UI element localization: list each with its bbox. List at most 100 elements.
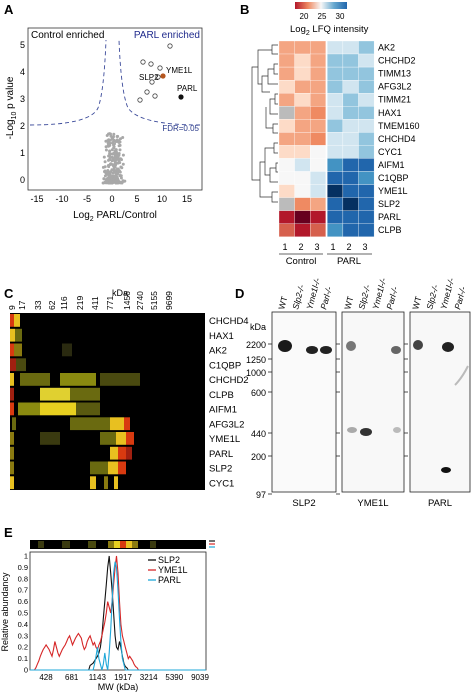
heatmap-protein-label: CHCHD4 — [378, 134, 416, 144]
volcano-dot — [108, 132, 112, 136]
volcano-dot — [106, 181, 110, 185]
heatmap-cell — [342, 119, 359, 133]
panel-a: A Control enriched PARL enriched 543 210… — [4, 2, 203, 223]
heatmap-cell — [294, 119, 311, 133]
complexome-tick: 1456 — [122, 291, 132, 310]
complexome-cell — [118, 446, 126, 460]
heatmap-cell — [278, 93, 295, 107]
abundance-y-tick: 0.9 — [18, 563, 28, 572]
heatmap-cell — [310, 132, 326, 146]
complexome-cell — [10, 314, 14, 327]
volcano-dot — [116, 169, 120, 173]
complexome-cell — [116, 432, 126, 445]
complexome-heatmap — [10, 313, 205, 490]
volcano-dot — [108, 155, 112, 159]
volcano-dot — [108, 170, 112, 174]
svg-text:3: 3 — [314, 242, 319, 252]
heatmap-cell — [278, 223, 295, 237]
heatmap-cell — [310, 197, 326, 211]
heatmap-protein-label: C1QBP — [378, 173, 409, 183]
heatmap-cell — [327, 119, 344, 133]
complexome-cell — [60, 373, 96, 386]
fdr-curve-left — [29, 39, 107, 126]
volcano-dot — [114, 148, 118, 152]
blot-lane-label: Parl-/- — [318, 285, 334, 310]
volcano-dot — [104, 145, 108, 149]
volcano-dot — [112, 146, 116, 150]
complexome-cell — [10, 373, 14, 386]
complexome-cell — [10, 446, 14, 460]
volcano-dot — [114, 153, 118, 157]
heatmap-cell — [294, 223, 311, 237]
heatmap-cell — [358, 171, 375, 185]
complexome-cell — [90, 461, 108, 475]
legend-label: YME1L — [158, 565, 188, 575]
heatmap-cell — [358, 197, 375, 211]
heatmap-protein-label: CLPB — [378, 225, 402, 235]
complexome-kda-label: kDa — [112, 288, 128, 298]
heatmap-protein-label: AK2 — [378, 43, 395, 53]
heatmap-cell — [278, 171, 295, 185]
strip-mini-legend — [209, 540, 215, 548]
heatmap-cell — [294, 93, 311, 107]
svg-text:YME1L: YME1L — [357, 498, 388, 509]
complexome-tick: 219 — [75, 296, 85, 310]
volcano-dot — [107, 173, 111, 177]
complexome-cell — [114, 476, 118, 490]
legend-label: SLP2 — [158, 555, 180, 565]
heatmap-cell — [278, 80, 295, 94]
volcano-dot — [112, 174, 116, 178]
panel-a-letter: A — [4, 2, 14, 17]
volcano-dot — [120, 166, 124, 170]
colorbar-ticks: 20 25 30 — [300, 12, 345, 21]
heatmap-protein-label: CHCHD2 — [378, 56, 416, 66]
complexome-tick: 5155 — [149, 291, 159, 310]
svg-text:1: 1 — [330, 242, 335, 252]
volcano-dot — [113, 169, 117, 173]
volcano-dot — [119, 137, 122, 141]
heatmap-protein-label: AIFM1 — [378, 160, 405, 170]
volcano-hits — [137, 43, 184, 103]
panel-d-letter: D — [235, 286, 244, 301]
heatmap-cell — [327, 66, 344, 81]
abundance-y-tick: 0.5 — [18, 609, 28, 618]
heatmap-protein-label: SLP2 — [378, 199, 400, 209]
complexome-cell — [110, 417, 124, 431]
abundance-x-tick: 9039 — [191, 673, 209, 682]
heatmap-cell — [327, 223, 344, 237]
series-line-parl — [30, 561, 206, 671]
complexome-cell — [40, 432, 60, 445]
complexome-tick: 17 — [17, 300, 27, 310]
blot-lane-label: WT — [410, 295, 423, 310]
heatmap-cell — [327, 80, 344, 94]
heatmap-cell — [358, 184, 375, 198]
heatmap-cell — [342, 223, 359, 237]
heatmap-cell — [342, 171, 359, 185]
heatmap-cell — [310, 158, 326, 172]
colorbar-title: Log2 LFQ intensity — [290, 24, 369, 37]
complexome-cell — [40, 387, 70, 401]
heatmap-cell — [278, 184, 295, 198]
heatmap-replicate-labels: 1 2 3 1 2 3 — [282, 242, 367, 252]
abundance-y-tick: 0.1 — [18, 654, 28, 663]
complexome-cell — [76, 402, 100, 416]
svg-text:2200: 2200 — [246, 340, 266, 350]
panel-d: D kDa 2200 1250 1000 600 440 200 97 SLP2 — [235, 277, 471, 509]
volcano-dot — [120, 181, 124, 185]
volcano-dots — [101, 132, 127, 185]
svg-text:3: 3 — [20, 94, 25, 104]
heatmap-protein-label: TMEM160 — [378, 121, 420, 131]
volcano-dot — [119, 176, 123, 180]
heatmap-cell — [278, 158, 295, 172]
abundance-x-ticks: 428 681 1143 1917 3214 5390 9039 — [39, 673, 209, 682]
volcano-dot — [121, 179, 125, 183]
volcano-dot — [109, 175, 113, 179]
heatmap-cell — [358, 145, 375, 159]
abundance-y-tick: 0 — [24, 666, 28, 675]
volcano-dot — [102, 155, 106, 159]
heatmap-protein-label: CYC1 — [378, 147, 402, 157]
volcano-dot — [104, 148, 108, 152]
volcano-dot — [110, 148, 114, 152]
complexome-protein-label: YME1L — [209, 434, 240, 445]
blot-lane-label: WT — [276, 295, 289, 310]
